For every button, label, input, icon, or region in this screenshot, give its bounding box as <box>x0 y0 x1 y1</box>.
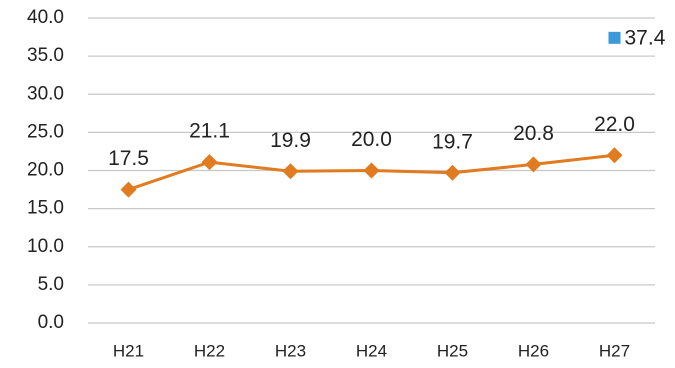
y-tick-label: 15.0 <box>27 198 64 219</box>
y-tick-label: 10.0 <box>27 236 64 257</box>
y-tick-label: 35.0 <box>27 45 64 66</box>
marker <box>606 147 623 164</box>
x-tick-label: H22 <box>194 341 225 360</box>
data-label: 19.9 <box>270 129 311 152</box>
x-tick-label: H21 <box>113 341 144 360</box>
x-tick-label: H24 <box>356 341 387 360</box>
y-tick-label: 5.0 <box>38 274 64 295</box>
marker <box>201 154 218 171</box>
x-tick-label: H23 <box>275 341 306 360</box>
data-label: 21.1 <box>189 120 230 143</box>
y-tick-label: 25.0 <box>27 121 64 142</box>
marker <box>608 31 621 44</box>
marker <box>282 163 299 180</box>
data-label: 19.7 <box>432 130 473 153</box>
x-tick-label: H26 <box>518 341 549 360</box>
data-label: 37.4 <box>625 26 666 49</box>
x-tick-label: H25 <box>437 341 468 360</box>
x-tick-label: H27 <box>599 341 630 360</box>
data-label: 20.8 <box>513 122 554 145</box>
y-tick-label: 20.0 <box>27 160 64 181</box>
y-tick-label: 0.0 <box>38 312 64 333</box>
data-label: 20.0 <box>351 128 392 151</box>
data-label: 17.5 <box>108 147 149 170</box>
y-tick-label: 40.0 <box>27 7 64 28</box>
marker <box>525 156 542 173</box>
y-tick-label: 30.0 <box>27 83 64 104</box>
data-label: 22.0 <box>594 113 635 136</box>
marker <box>120 181 137 198</box>
marker <box>444 164 461 181</box>
marker <box>363 162 380 179</box>
